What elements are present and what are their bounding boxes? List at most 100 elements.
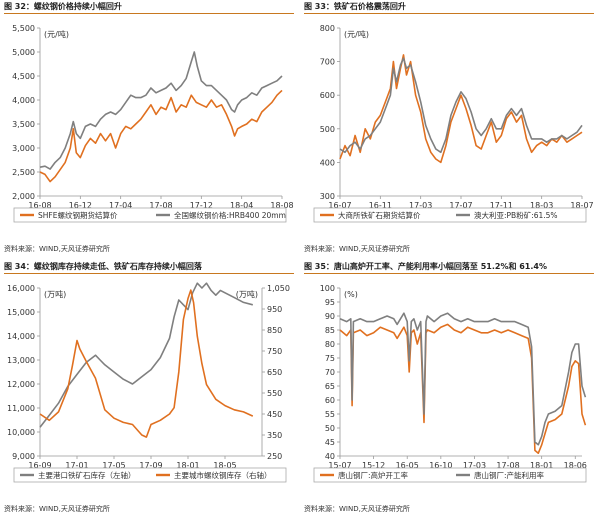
y-tick-label: 3,000 (12, 144, 35, 153)
x-tick-label: 17-12 (190, 201, 213, 210)
y-tick-label: 16,000 (7, 284, 35, 293)
x-tick-label: 18-01 (530, 461, 553, 470)
y-tick-label: 100 (320, 284, 335, 293)
panel-inventory: 图 34：螺纹钢库存持续走低、铁矿石库存持续小幅回落 (万吨) (万吨) 9,000… (0, 260, 300, 520)
y-tick-label: 2,500 (12, 168, 35, 177)
x-tick-label: 16-09 (28, 461, 51, 470)
x-tick-label: 17-03 (463, 461, 486, 470)
x-tick-label: 17-01 (65, 461, 88, 470)
chart-inventory: (万吨) (万吨) 9,000 10,000 11,000 12,000 13,000 14,… (7, 282, 290, 483)
chart-rebar-price: (元/吨) 2,000 2,500 3,000 3,500 4,000 4,500 5,000… (12, 24, 294, 223)
y-tick-label: 500 (320, 125, 335, 134)
x-tick-label: 16-10 (429, 461, 452, 470)
legend-label-0: 主要港口铁矿石库存（左轴） (38, 470, 136, 480)
chart-title: 图 32：螺纹钢价格持续小幅回升 (4, 2, 122, 11)
source-note: 资料来源：WIND,天风证券研究所 (304, 505, 410, 513)
y-tick-label: 80 (325, 340, 335, 349)
y-tick-label: 4,500 (12, 72, 35, 81)
y-tick-label: 15,000 (7, 308, 35, 317)
x-tick-label: 18-08 (270, 201, 293, 210)
y-tick-label: 3,500 (12, 120, 35, 129)
y-right-tick-label: 650 (267, 368, 282, 377)
y-tick-label: 13,000 (7, 356, 35, 365)
x-tick-label: 17-03 (409, 201, 432, 210)
x-tick-label: 17-09 (139, 461, 162, 470)
title-rule (4, 273, 294, 274)
x-tick-label: 18-07 (570, 201, 593, 210)
legend-label-1: 唐山钢厂:产能利用率 (474, 470, 545, 480)
y-tick-label: 700 (320, 58, 335, 67)
title-rule (304, 273, 594, 274)
x-tick-label: 16-05 (396, 461, 419, 470)
source-note: 资料来源：WIND,天风证券研究所 (304, 245, 410, 253)
x-tick-label: 18-06 (564, 461, 587, 470)
source-note: 资料来源：WIND,天风证券研究所 (4, 245, 110, 253)
chart-title: 图 33：铁矿石价格震荡回升 (304, 2, 406, 11)
y-tick-label: 50 (325, 424, 335, 433)
x-tick-label: 18-04 (230, 201, 253, 210)
legend-label-1: 澳大利亚:PB粉矿:61.5% (474, 210, 558, 220)
legend-box (313, 467, 587, 483)
y-right-tick-label: 850 (267, 326, 282, 335)
y-tick-label: 95 (325, 298, 335, 307)
y-tick-label: 4,000 (12, 96, 35, 105)
legend-box (313, 207, 587, 223)
y-tick-label: 65 (325, 382, 335, 391)
series-line-1 (39, 289, 254, 438)
title-rule (304, 13, 594, 14)
y-tick-label: 12,000 (7, 380, 35, 389)
y-unit-right-label: (万吨) (236, 289, 258, 299)
y-tick-label: 70 (325, 368, 335, 377)
x-tick-label: 18-05 (213, 461, 236, 470)
x-tick-label: 18-03 (530, 201, 553, 210)
title-rule (4, 13, 294, 14)
legend-box (13, 207, 287, 223)
legend-label-0: SHFE螺纹钢期货结算价 (38, 210, 118, 220)
series-line-0 (339, 323, 587, 454)
series-line-1 (39, 51, 283, 170)
y-tick-label: 9,000 (12, 452, 35, 461)
chart-tangshan-utilization: (%) 40 45 50 55 60 65 70 75 80 85 90 95 100 15-07 15-12… (313, 284, 587, 483)
series-line-1 (339, 312, 587, 446)
y-tick-label: 5,500 (12, 24, 35, 33)
x-tick-label: 16-11 (369, 201, 392, 210)
y-tick-label: 14,000 (7, 332, 35, 341)
panel-iron-ore-price: 图 33：铁矿石价格震荡回升 (元/吨) 300 400 500 600 700 800 16… (300, 0, 600, 260)
x-tick-label: 17-04 (109, 201, 132, 210)
y-right-tick-label: 1,050 (267, 284, 290, 293)
series-line-1 (339, 57, 583, 154)
y-tick-label: 11,000 (7, 404, 35, 413)
legend-label-0: 大商所铁矿石期货结算价 (338, 210, 421, 220)
x-tick-label: 16-07 (328, 201, 351, 210)
legend-label-0: 唐山钢厂:高炉开工率 (338, 470, 409, 480)
series-line-0 (339, 54, 583, 164)
x-tick-label: 17-08 (149, 201, 172, 210)
legend-box (13, 467, 287, 483)
y-right-tick-label: 950 (267, 305, 282, 314)
y-right-tick-label: 450 (267, 410, 282, 419)
y-unit-label: (%) (344, 290, 358, 299)
x-tick-label: 17-08 (496, 461, 519, 470)
y-right-tick-label: 750 (267, 347, 282, 356)
y-tick-label: 55 (325, 410, 335, 419)
y-tick-label: 60 (325, 396, 335, 405)
chart-title: 图 34：螺纹钢库存持续走低、铁矿石库存持续小幅回落 (4, 262, 202, 271)
y-tick-label: 800 (320, 24, 335, 33)
y-tick-label: 45 (325, 438, 335, 447)
x-tick-label: 17-05 (102, 461, 125, 470)
y-unit-left-label: (万吨) (44, 289, 66, 299)
x-tick-label: 17-07 (449, 201, 472, 210)
y-tick-label: 5,000 (12, 48, 35, 57)
y-right-tick-label: 350 (267, 431, 282, 440)
y-tick-label: 90 (325, 312, 335, 321)
legend-label-1: 主要城市螺纹钢库存（右轴） (174, 470, 272, 480)
chart-iron-ore-price: (元/吨) 300 400 500 600 700 800 16-07 16-11 17-03 17… (313, 24, 594, 223)
y-right-tick-label: 250 (267, 452, 282, 461)
x-tick-label: 16-08 (28, 201, 51, 210)
y-tick-label: 10,000 (7, 428, 35, 437)
panel-rebar-price: 图 32：螺纹钢价格持续小幅回升 (元/吨) 2,000 2,500 3,000 3,5… (0, 0, 300, 260)
legend-label-1: 全国螺纹钢价格:HRB400 20mm (174, 210, 286, 220)
x-tick-label: 18-01 (176, 461, 199, 470)
source-note: 资料来源：WIND,天风证券研究所 (4, 505, 110, 513)
series-line-0 (39, 89, 283, 183)
